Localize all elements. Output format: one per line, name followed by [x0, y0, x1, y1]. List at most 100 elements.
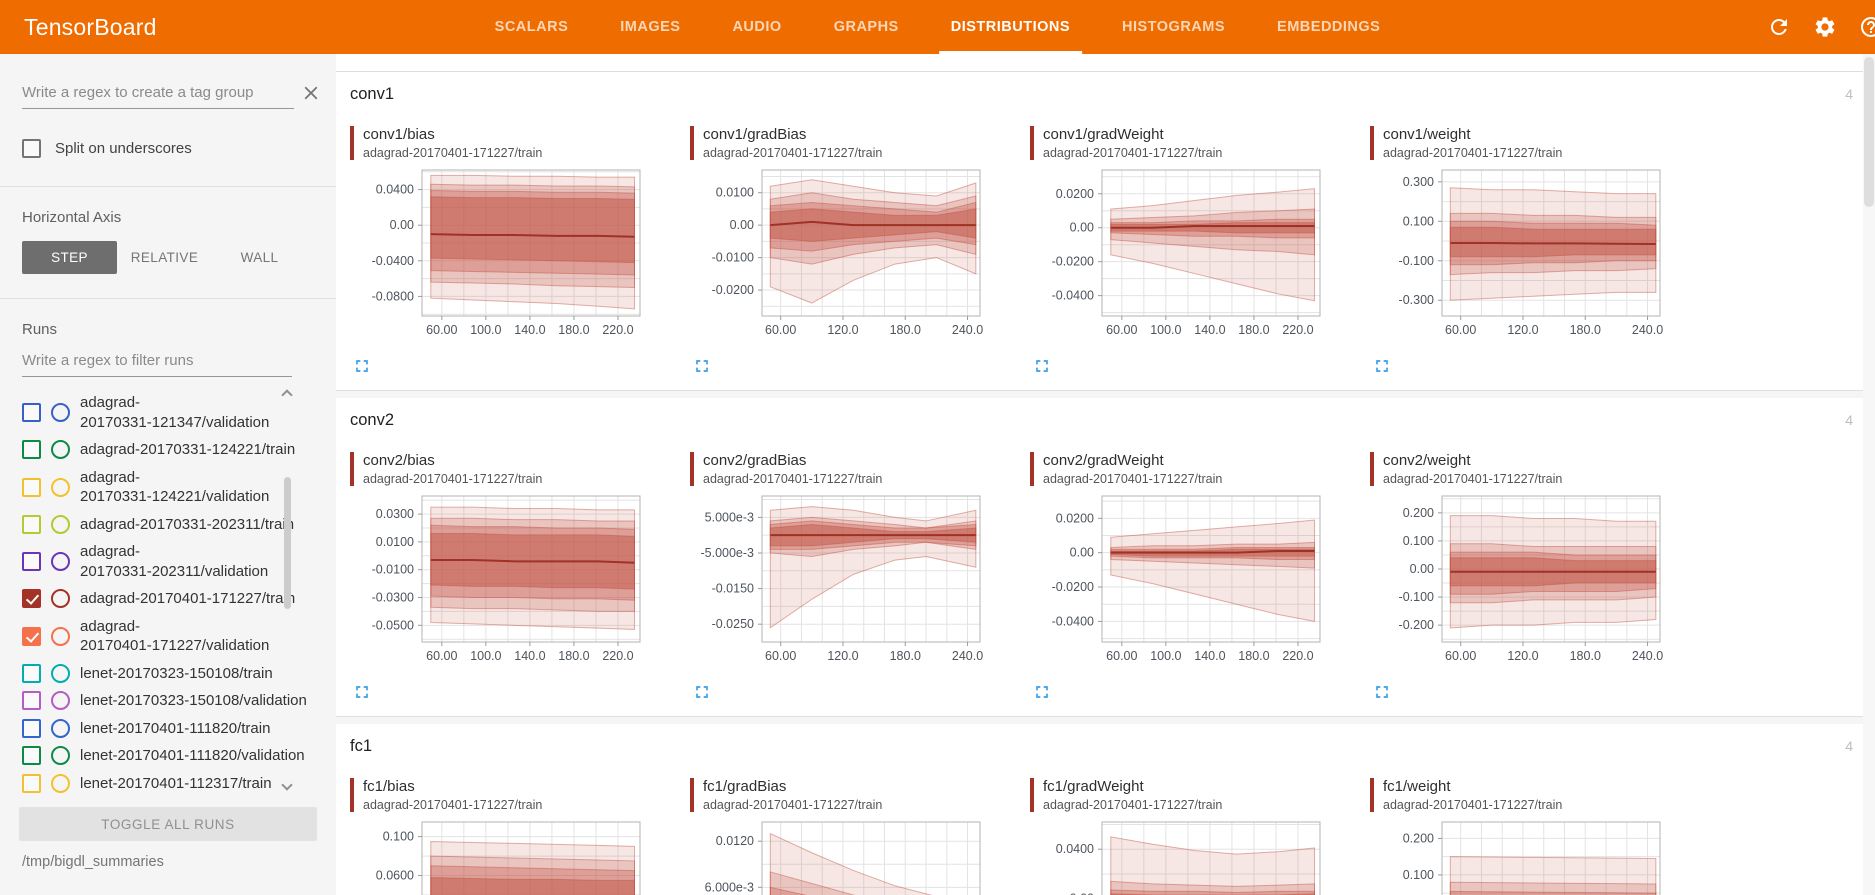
section-header[interactable]: conv1 4	[336, 72, 1875, 116]
tag-filter-input[interactable]	[22, 80, 294, 109]
axis-option-relative[interactable]: RELATIVE	[130, 250, 199, 265]
run-checkbox[interactable]	[22, 626, 41, 646]
split-underscores-checkbox[interactable]	[22, 139, 41, 158]
run-item[interactable]: lenet-20170401-111820/train	[22, 715, 336, 743]
run-item[interactable]: adagrad-20170331-202311/train	[22, 511, 336, 539]
run-visibility-circle[interactable]	[51, 691, 70, 711]
run-visibility-circle[interactable]	[51, 663, 70, 683]
run-visibility-circle[interactable]	[51, 589, 70, 609]
run-checkbox[interactable]	[22, 552, 41, 571]
close-icon[interactable]	[300, 82, 322, 109]
tab-audio[interactable]: AUDIO	[706, 0, 807, 54]
app-title: TensorBoard	[24, 13, 157, 40]
chart-title-block: fc1/gradBias adagrad-20170401-171227/tra…	[690, 778, 1016, 812]
svg-text:180.0: 180.0	[1570, 649, 1601, 663]
run-checkbox[interactable]	[22, 403, 41, 422]
tab-embeddings[interactable]: EMBEDDINGS	[1251, 0, 1406, 54]
svg-text:180.0: 180.0	[1238, 649, 1269, 663]
run-item[interactable]: lenet-20170323-150108/validation	[22, 687, 336, 715]
tab-images[interactable]: IMAGES	[594, 0, 706, 54]
run-visibility-circle[interactable]	[51, 477, 70, 497]
svg-text:120.0: 120.0	[1507, 323, 1538, 337]
run-item[interactable]: adagrad-20170331-124221/train	[22, 436, 336, 464]
expand-chart-button[interactable]	[352, 682, 374, 704]
svg-text:5.000e-3: 5.000e-3	[705, 510, 754, 524]
distribution-chart: 60.00 100.0 140.0 180.0 220.0 0.0200 0.00 -0.02…	[1052, 495, 1321, 663]
settings-icon[interactable]	[1813, 15, 1837, 39]
axis-option-step[interactable]: STEP	[22, 241, 117, 274]
run-item[interactable]: lenet-20170401-111820/validation	[22, 742, 336, 770]
run-visibility-circle[interactable]	[51, 746, 70, 766]
tab-histograms[interactable]: HISTOGRAMS	[1096, 0, 1251, 54]
svg-text:0.0600: 0.0600	[376, 869, 414, 883]
chart-card: fc1/weight adagrad-20170401-171227/train…	[1356, 776, 1696, 895]
run-item[interactable]: adagrad- 20170331-202311/validation	[22, 538, 336, 585]
tab-distributions[interactable]: DISTRIBUTIONS	[925, 0, 1096, 54]
expand-chart-button[interactable]	[692, 682, 714, 704]
run-checkbox[interactable]	[22, 718, 41, 738]
run-visibility-circle[interactable]	[51, 626, 70, 646]
axis-option-wall[interactable]: WALL	[240, 250, 279, 265]
svg-text:-0.0800: -0.0800	[372, 289, 414, 303]
run-visibility-circle[interactable]	[51, 552, 70, 571]
run-checkbox[interactable]	[22, 589, 41, 609]
runs-scrollbar[interactable]	[280, 381, 294, 797]
svg-text:120.0: 120.0	[827, 323, 858, 337]
run-visibility-circle[interactable]	[51, 514, 70, 534]
expand-chart-button[interactable]	[1032, 356, 1054, 378]
run-checkbox[interactable]	[22, 746, 41, 766]
chart-title: conv2/gradWeight	[1043, 452, 1164, 469]
run-visibility-circle[interactable]	[51, 440, 70, 460]
svg-text:0.00: 0.00	[1410, 562, 1434, 576]
toggle-all-runs-button[interactable]: TOGGLE ALL RUNS	[19, 807, 317, 841]
runs-label: Runs	[22, 321, 58, 338]
run-checkbox[interactable]	[22, 477, 41, 497]
run-checkbox[interactable]	[22, 773, 41, 793]
distribution-chart: 60.00 100.0 140.0 180.0 220.0 0.0400 0.00 -0.04…	[372, 169, 641, 337]
expand-chart-button[interactable]	[1372, 682, 1394, 704]
run-visibility-circle[interactable]	[51, 403, 70, 422]
tab-graphs[interactable]: GRAPHS	[808, 0, 925, 54]
run-item[interactable]: adagrad- 20170331-124221/validation	[22, 464, 336, 511]
run-item[interactable]: adagrad-20170401-171227/train	[22, 585, 336, 613]
run-item[interactable]: lenet-20170401-112317/train	[22, 770, 336, 798]
section-header[interactable]: conv2 4	[336, 398, 1875, 442]
runs-filter-input[interactable]	[22, 348, 292, 377]
svg-text:60.00: 60.00	[426, 323, 457, 337]
run-checkbox[interactable]	[22, 440, 41, 460]
run-visibility-circle[interactable]	[51, 718, 70, 738]
expand-chart-button[interactable]	[352, 356, 374, 378]
run-checkbox[interactable]	[22, 691, 41, 711]
run-checkbox[interactable]	[22, 514, 41, 534]
run-visibility-circle[interactable]	[51, 773, 70, 793]
main-scrollbar-thumb[interactable]	[1864, 57, 1874, 207]
run-item[interactable]: adagrad- 20170331-121347/validation	[22, 389, 336, 436]
svg-text:-0.0250: -0.0250	[712, 617, 754, 631]
svg-text:-5.000e-3: -5.000e-3	[700, 546, 754, 560]
run-label: lenet-20170401-112317/train	[80, 774, 272, 792]
chart-run-name: adagrad-20170401-171227/train	[1043, 798, 1223, 812]
expand-chart-button[interactable]	[1032, 682, 1054, 704]
run-checkbox[interactable]	[22, 663, 41, 683]
main-scrollbar[interactable]	[1863, 54, 1875, 895]
split-underscores-row[interactable]: Split on underscores	[0, 109, 336, 186]
svg-text:60.00: 60.00	[1106, 323, 1137, 337]
chart-title: conv2/weight	[1383, 452, 1471, 469]
horizontal-axis-label: Horizontal Axis	[22, 209, 122, 226]
tab-scalars[interactable]: SCALARS	[469, 0, 595, 54]
section-panel-conv1: conv1 4 conv1/bias adagrad-20170401-1712…	[336, 72, 1875, 391]
refresh-icon[interactable]	[1767, 15, 1791, 39]
app-header: TensorBoard SCALARS IMAGES AUDIO GRAPHS DIST…	[0, 0, 1875, 54]
expand-chart-button[interactable]	[1372, 356, 1394, 378]
help-icon[interactable]	[1859, 15, 1875, 39]
runs-scrollbar-thumb[interactable]	[284, 477, 291, 609]
expand-chart-button[interactable]	[692, 356, 714, 378]
scroll-up-icon[interactable]	[281, 389, 293, 401]
run-item[interactable]: adagrad- 20170401-171227/validation	[22, 613, 336, 660]
run-item[interactable]: lenet-20170323-150108/train	[22, 660, 336, 688]
section-header[interactable]: fc1 4	[336, 724, 1875, 768]
scroll-down-icon[interactable]	[281, 779, 293, 791]
chart-title-block: conv1/weight adagrad-20170401-171227/tra…	[1370, 126, 1696, 160]
svg-text:6.000e-3: 6.000e-3	[705, 880, 754, 894]
